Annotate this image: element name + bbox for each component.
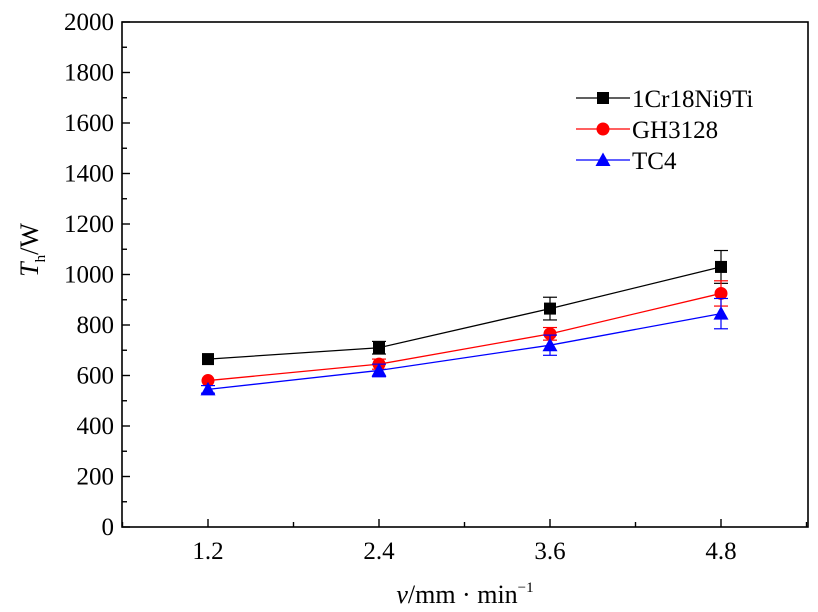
y-tick-label: 600 — [77, 363, 115, 390]
y-axis-sub: h — [33, 254, 49, 262]
series-line — [207, 312, 722, 391]
legend-label: 1Cr18Ni9Ti — [632, 86, 753, 113]
y-tick-label: 1400 — [64, 161, 114, 188]
legend-marker — [596, 122, 610, 136]
data-point — [714, 286, 728, 300]
x-tick-label: 4.8 — [705, 538, 736, 565]
data-point — [371, 362, 387, 377]
data-point — [201, 374, 215, 388]
data-point — [373, 341, 385, 354]
y-axis-unit: /W — [15, 223, 44, 255]
legend-item: 1Cr18Ni9Ti — [576, 86, 753, 113]
legend-label: TC4 — [632, 148, 677, 175]
legend: 1Cr18Ni9Ti GH3128 TC4 — [576, 86, 753, 175]
y-tick-label: 1200 — [64, 211, 114, 238]
data-point — [542, 337, 558, 352]
x-tick-label: 3.6 — [534, 538, 565, 565]
y-axis-title: Th/W — [15, 223, 49, 277]
y-tick-label: 1000 — [64, 262, 114, 289]
data-point — [544, 302, 556, 315]
legend-label: GH3128 — [632, 117, 718, 144]
y-tick-label: 1600 — [64, 110, 114, 137]
series-1Cr18Ni9Ti — [202, 249, 728, 366]
series-TC4 — [200, 297, 729, 396]
series-GH3128 — [201, 280, 728, 388]
series-layer — [200, 249, 729, 396]
x-axis-title: v/mm · min−1 — [396, 580, 533, 609]
x-axis-var: v — [396, 580, 408, 609]
data-point — [202, 353, 214, 366]
legend-item: TC4 — [576, 148, 677, 175]
x-tick-label: 1.2 — [192, 538, 223, 565]
axes: 0 200 400 600 800 1000 1200 1400 1600 1800 2000 1.2… — [64, 9, 808, 565]
x-axis-unit: /mm · min — [408, 580, 518, 609]
series-line — [207, 292, 722, 382]
y-tick-label: 400 — [77, 413, 115, 440]
x-tick-label: 2.4 — [363, 538, 395, 565]
legend-marker — [597, 92, 609, 104]
y-tick-label: 800 — [77, 312, 115, 339]
legend-marker — [595, 152, 611, 166]
y-axis-var: T — [15, 261, 44, 277]
y-tick-label: 1800 — [64, 60, 114, 87]
y-tick-label: 2000 — [64, 9, 114, 36]
y-tick-label: 0 — [102, 514, 115, 541]
data-point — [543, 327, 557, 341]
legend-item: GH3128 — [576, 117, 718, 144]
data-point — [715, 260, 727, 273]
data-point — [713, 306, 729, 320]
x-axis-exp: −1 — [518, 580, 534, 596]
data-point — [200, 381, 216, 396]
y-tick-label: 200 — [77, 464, 115, 491]
series-line — [207, 266, 722, 360]
